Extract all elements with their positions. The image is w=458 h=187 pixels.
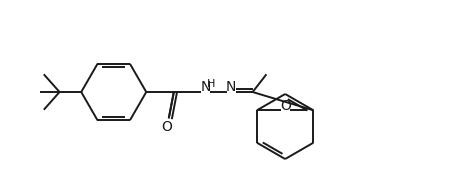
Text: O: O [280,99,291,113]
Text: N: N [200,80,211,94]
Text: H: H [207,79,215,89]
Text: O: O [162,119,172,134]
Text: N: N [226,80,236,94]
